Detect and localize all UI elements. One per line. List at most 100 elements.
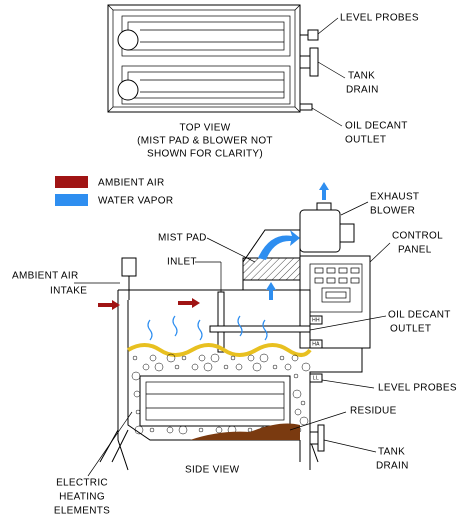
intake-box	[121, 257, 137, 277]
bubble	[210, 353, 220, 363]
bubble	[235, 363, 243, 371]
label: OIL DECANT	[345, 121, 408, 132]
bubble	[198, 427, 204, 433]
caption: SIDE VIEW	[185, 465, 240, 476]
bubble	[203, 362, 213, 372]
label: OUTLET	[345, 135, 386, 146]
heating-element	[139, 375, 291, 427]
bubble	[230, 355, 236, 361]
bubble	[279, 355, 285, 361]
label: CONTROL	[392, 231, 443, 242]
bubble	[132, 355, 138, 361]
mist-pad	[242, 257, 301, 281]
label: OUTLET	[390, 324, 431, 335]
drain-pipe	[299, 55, 311, 69]
vapor-arrow	[319, 182, 329, 200]
level-probe	[307, 29, 319, 41]
label: RESIDUE	[350, 406, 397, 417]
label: MIST PAD	[158, 233, 207, 244]
bubble	[272, 364, 278, 370]
bubble	[198, 354, 206, 362]
bubble	[291, 354, 299, 362]
tank-outline	[107, 4, 301, 113]
decant-outlet	[299, 103, 313, 111]
legend-label: AMBIENT AIR	[98, 178, 164, 189]
vapor-wave	[147, 319, 153, 341]
bubble	[131, 371, 141, 381]
blower	[299, 209, 341, 253]
flow-arrows	[98, 182, 329, 341]
oil-layer	[126, 343, 312, 357]
label: PANEL	[398, 245, 432, 256]
legend: AMBIENT AIR WATER VAPOR	[55, 176, 173, 207]
probe-tag: LL	[313, 375, 319, 381]
vapor-wave	[262, 319, 268, 341]
bubble	[135, 409, 141, 415]
bubble	[301, 362, 311, 372]
top-view	[107, 4, 346, 127]
bubble	[299, 416, 309, 426]
vapor-arrow	[266, 282, 276, 300]
label: DRAIN	[376, 461, 409, 472]
caption: SHOWN FOR CLARITY)	[147, 149, 263, 160]
bubble	[149, 354, 157, 362]
label: AMBIENT AIR	[12, 271, 78, 282]
label: ELEMENTS	[54, 506, 110, 517]
probe-tag: HH	[312, 317, 320, 323]
label: TANK	[348, 71, 375, 82]
air-arrow	[98, 300, 120, 310]
label: EXHAUST	[370, 192, 419, 203]
tank-inner	[112, 9, 296, 108]
vapor-arrow	[258, 230, 300, 260]
bubble	[247, 354, 255, 362]
bubble	[166, 426, 174, 434]
probe-tag: HA	[312, 341, 320, 347]
bubble	[293, 373, 299, 379]
legend-swatch	[55, 176, 88, 188]
bubble	[252, 362, 262, 372]
heating-element	[117, 15, 291, 57]
label: HEATING	[59, 492, 105, 503]
caption: (MIST PAD & BLOWER NOT	[137, 136, 273, 147]
vapor-wave	[237, 315, 243, 337]
bubble	[300, 400, 306, 406]
bubble	[294, 408, 302, 416]
bubble	[215, 426, 223, 434]
bubble	[284, 363, 292, 371]
drain-flange	[309, 47, 319, 77]
drain-flange	[317, 424, 325, 452]
vapor-wave	[197, 319, 203, 341]
label: ELECTRIC	[56, 478, 108, 489]
side-view	[74, 182, 391, 477]
label: DRAIN	[346, 85, 379, 96]
bubble	[247, 427, 253, 433]
label: OIL DECANT	[388, 310, 451, 321]
vapor-wave	[172, 315, 178, 337]
label: LEVEL PROBES	[378, 383, 457, 394]
legend-label: WATER VAPOR	[98, 196, 173, 207]
bubble	[133, 390, 141, 398]
bubble	[223, 364, 229, 370]
residue	[190, 423, 300, 440]
bubble	[142, 363, 150, 371]
label: BLOWER	[370, 206, 415, 217]
bubble	[292, 389, 302, 399]
label: TANK	[378, 447, 405, 458]
bubble	[174, 364, 180, 370]
caption: TOP VIEW	[180, 123, 231, 134]
bubble	[259, 353, 269, 363]
tank-wall	[118, 289, 363, 470]
air-arrow	[178, 298, 200, 308]
heating-element	[117, 65, 291, 105]
bubble	[178, 425, 188, 435]
label: LEVEL PROBES	[340, 13, 419, 24]
bubble	[191, 363, 199, 371]
label: INTAKE	[50, 286, 87, 297]
bubble	[166, 353, 176, 363]
bubble	[149, 427, 155, 433]
bubble	[134, 425, 144, 435]
bubble	[181, 355, 187, 361]
legend-swatch	[55, 194, 88, 206]
